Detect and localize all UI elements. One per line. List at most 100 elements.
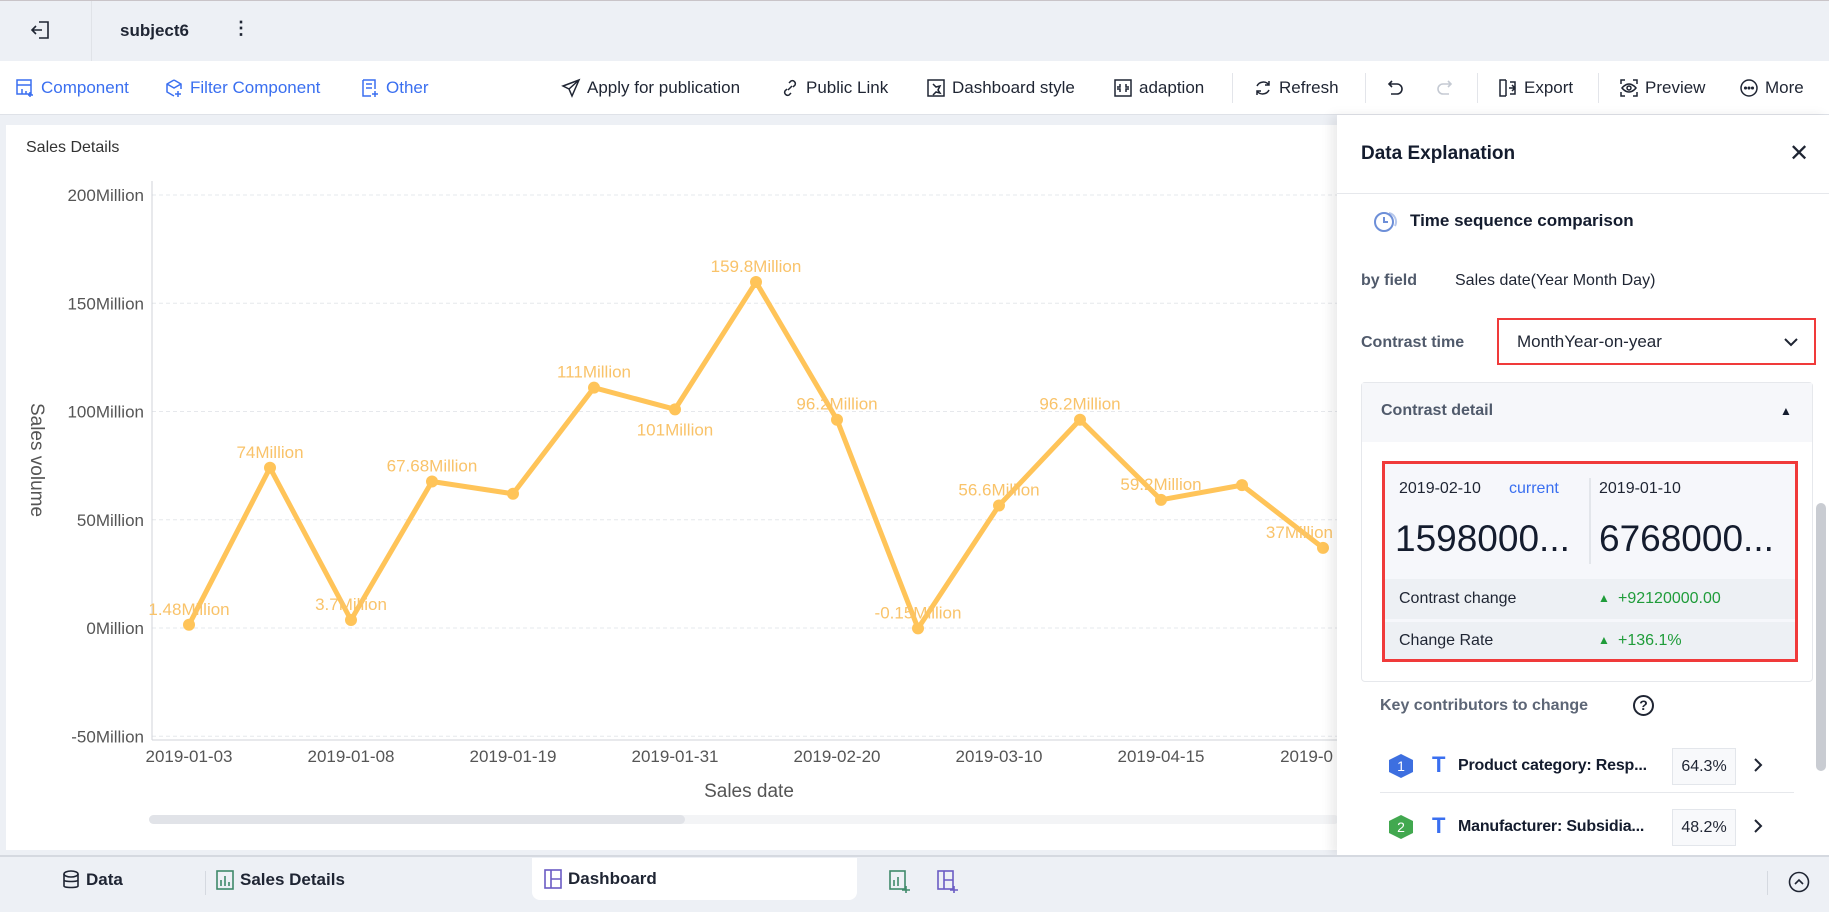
other-button[interactable]: Other	[360, 61, 429, 115]
exit-icon[interactable]	[30, 19, 52, 46]
y-tick-label: 50Million	[77, 511, 144, 530]
tab-sales-details[interactable]: Sales Details	[216, 870, 345, 890]
contrast-detail-card: Contrast detail ▲ 2019-02-10 current 201…	[1361, 382, 1813, 682]
tab-sales-details-label: Sales Details	[240, 870, 345, 889]
y-tick-label: 0Million	[86, 619, 144, 638]
chevron-right-icon	[1752, 756, 1764, 779]
change-rate-value: +136.1%	[1618, 632, 1682, 649]
subject-title: subject6	[120, 21, 189, 40]
filter-component-icon	[166, 79, 182, 97]
divider	[1589, 478, 1591, 564]
filter-component-button[interactable]: Filter Component	[164, 61, 320, 115]
contrast-time-label: Contrast time	[1361, 334, 1465, 351]
preview-button[interactable]: Preview	[1619, 61, 1705, 115]
y-tick-label: 100Million	[67, 403, 144, 422]
data-label: 96.2Million	[1039, 395, 1120, 414]
link-icon	[783, 79, 797, 97]
data-point	[1074, 413, 1086, 426]
data-label: 96.2Million	[796, 395, 877, 414]
chart-scroll-track[interactable]	[149, 815, 1339, 824]
top-bar: subject6 ⋮	[0, 0, 1829, 62]
chart-scroll-thumb[interactable]	[149, 815, 685, 824]
style-icon	[927, 79, 945, 97]
public-link-button[interactable]: Public Link	[780, 61, 888, 115]
refresh-button[interactable]: Refresh	[1253, 61, 1339, 115]
data-point	[264, 461, 276, 474]
export-button[interactable]: Export	[1498, 61, 1573, 115]
by-field-label: by field	[1361, 272, 1418, 289]
public-link-label: Public Link	[806, 78, 889, 97]
series-line	[186, 279, 1325, 631]
current-value: 1598000...	[1395, 518, 1570, 559]
divider	[1767, 871, 1768, 895]
more-icon	[1740, 79, 1758, 97]
x-tick-label: 2019-0	[1280, 747, 1333, 766]
data-point	[669, 403, 681, 416]
apply-publication-button[interactable]: Apply for publication	[561, 61, 740, 115]
data-point	[993, 499, 1005, 512]
data-point	[1155, 493, 1167, 506]
data-label: 159.8Million	[711, 257, 802, 276]
toolbar: Component Filter Component Other Apply f…	[0, 61, 1829, 115]
export-icon	[1499, 79, 1517, 97]
add-dashboard-icon[interactable]	[937, 870, 959, 899]
more-button[interactable]: More	[1739, 61, 1804, 115]
adaption-button[interactable]: adaption	[1113, 61, 1204, 115]
expand-up-icon[interactable]	[1788, 871, 1810, 898]
current-date: 2019-02-10	[1399, 480, 1481, 497]
more-vert-icon[interactable]: ⋮	[232, 18, 250, 38]
data-point	[345, 613, 357, 626]
contributor-item[interactable]: 1 T Product category: Resp... 64.3%	[1380, 739, 1794, 793]
collapse-triangle-icon: ▲	[1780, 404, 1792, 418]
data-label: 3.7Million	[315, 595, 387, 614]
component-label: Component	[41, 78, 129, 97]
x-tick-label: 2019-03-10	[956, 747, 1043, 766]
data-label: 37Million	[1266, 523, 1333, 542]
tab-dashboard[interactable]: Dashboard	[532, 858, 857, 900]
dashboard-style-label: Dashboard style	[952, 78, 1075, 97]
data-point	[426, 475, 438, 488]
preview-label: Preview	[1645, 78, 1706, 97]
undo-icon	[1387, 80, 1403, 95]
contrast-time-select[interactable]: MonthYear-on-year	[1497, 318, 1816, 365]
add-component-sheet-icon[interactable]	[889, 870, 911, 899]
y-axis-title: Sales volume	[26, 403, 47, 517]
data-explanation-panel: Data Explanation ✕ Time sequence compari…	[1337, 115, 1829, 855]
dashboard-style-button[interactable]: Dashboard style	[926, 61, 1075, 115]
compare-date: 2019-01-10	[1599, 480, 1681, 497]
more-label: More	[1765, 78, 1804, 97]
contributors-title: Key contributors to change	[1380, 697, 1589, 714]
bottom-tab-bar: Data Sales Details Dashboard	[0, 855, 1829, 912]
apply-label: Apply for publication	[587, 78, 741, 97]
data-point	[507, 487, 519, 500]
undo-button[interactable]	[1386, 61, 1406, 115]
clock-icon	[1372, 207, 1400, 240]
x-tick-label: 2019-04-15	[1118, 747, 1205, 766]
panel-scrollbar[interactable]	[1816, 503, 1826, 771]
x-tick-label: 2019-01-03	[146, 747, 233, 766]
chevron-down-icon	[1782, 333, 1800, 356]
compare-value: 6768000...	[1599, 518, 1774, 559]
component-button[interactable]: Component	[15, 61, 129, 115]
divider	[91, 1, 92, 62]
by-field-value: Sales date(Year Month Day)	[1455, 272, 1656, 289]
redo-button[interactable]	[1434, 61, 1454, 115]
data-label: -0.15Million	[875, 603, 962, 622]
section-title: Time sequence comparison	[1410, 211, 1634, 230]
x-axis-title: Sales date	[704, 781, 794, 802]
contributor-item[interactable]: 2 T Manufacturer: Subsidia... 48.2%	[1380, 800, 1794, 854]
filter-component-label: Filter Component	[190, 78, 321, 97]
current-tag: current	[1509, 480, 1559, 497]
adaption-label: adaption	[1139, 78, 1205, 97]
contrast-detail-header[interactable]: Contrast detail ▲	[1362, 383, 1812, 442]
refresh-icon	[1256, 81, 1270, 95]
data-point	[588, 381, 600, 394]
tab-data[interactable]: Data	[62, 870, 123, 890]
help-icon[interactable]: ?	[1633, 695, 1654, 716]
data-label: 74Million	[236, 443, 303, 462]
adaption-icon	[1114, 79, 1132, 97]
data-point	[1236, 479, 1248, 492]
close-icon[interactable]: ✕	[1789, 140, 1810, 167]
contrast-change-label: Contrast change	[1399, 590, 1517, 607]
